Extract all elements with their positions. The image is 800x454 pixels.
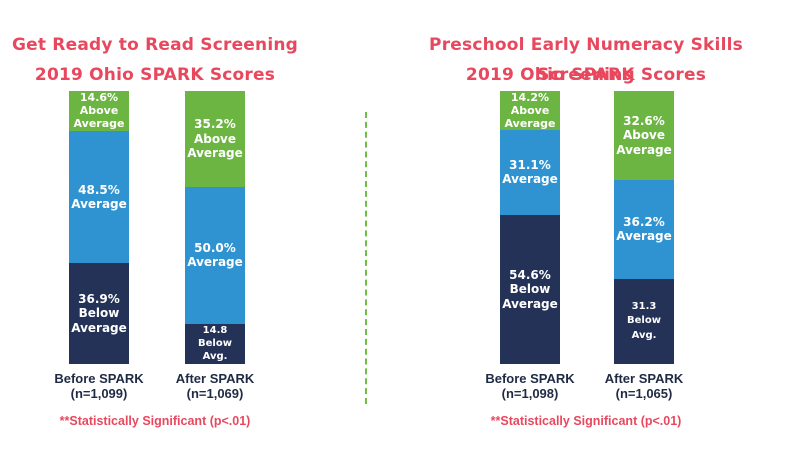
category-label: After SPARK (n=1,065) [584,371,704,401]
bar-segment-above: 35.2% Above Average [185,91,245,188]
bar-segment-above: 14.2% Above Average [500,91,560,130]
category-sample-size: (n=1,098) [501,386,559,401]
category-sample-size: (n=1,099) [70,386,128,401]
category-sample-size: (n=1,069) [186,386,244,401]
category-sample-size: (n=1,065) [615,386,673,401]
chart-title: Preschool Early Numeracy Skills Screenin… [429,35,743,85]
chart-title: Get Ready to Read Screening [11,35,299,55]
category-name: After SPARK [175,371,255,386]
bar-segment-average: 50.0% Average [185,187,245,324]
significance-footnote: **Statistically Significant (p<.01) [490,414,682,428]
significance-footnote: **Statistically Significant (p<.01) [59,414,251,428]
bar-segment-average: 36.2% Average [614,179,674,279]
chart-subtitle: 2019 Ohio SPARK Scores [465,65,707,85]
bar-before-spark: 36.9% Below Average 48.5% Average 14.6% Ab… [69,91,129,364]
category-name: Before SPARK [485,371,575,386]
category-label: Before SPARK (n=1,098) [470,371,590,401]
bar-segment-above: 14.6% Above Average [69,91,129,131]
bar-segment-below: 31.3 Below Avg. [614,278,674,364]
bar-segment-average: 31.1% Average [500,129,560,215]
category-name: Before SPARK [54,371,144,386]
bar-before-spark: 54.6% Below Average 31.1% Average 14.2% Ab… [500,91,560,364]
bar-after-spark: 14.8 Below Avg. 50.0% Average 35.2% Above … [185,91,245,364]
category-name: After SPARK [604,371,684,386]
bar-segment-above: 32.6% Above Average [614,91,674,180]
chart-subtitle: 2019 Ohio SPARK Scores [34,65,276,85]
bar-segment-below: 14.8 Below Avg. [185,323,245,364]
bar-after-spark: 31.3 Below Avg. 36.2% Average 32.6% Above … [614,91,674,364]
bar-segment-below: 36.9% Below Average [69,263,129,364]
category-label: After SPARK (n=1,069) [155,371,275,401]
bar-segment-average: 48.5% Average [69,130,129,264]
category-label: Before SPARK (n=1,099) [39,371,159,401]
divider-dashed-line [365,112,367,404]
bar-segment-below: 54.6% Below Average [500,214,560,364]
